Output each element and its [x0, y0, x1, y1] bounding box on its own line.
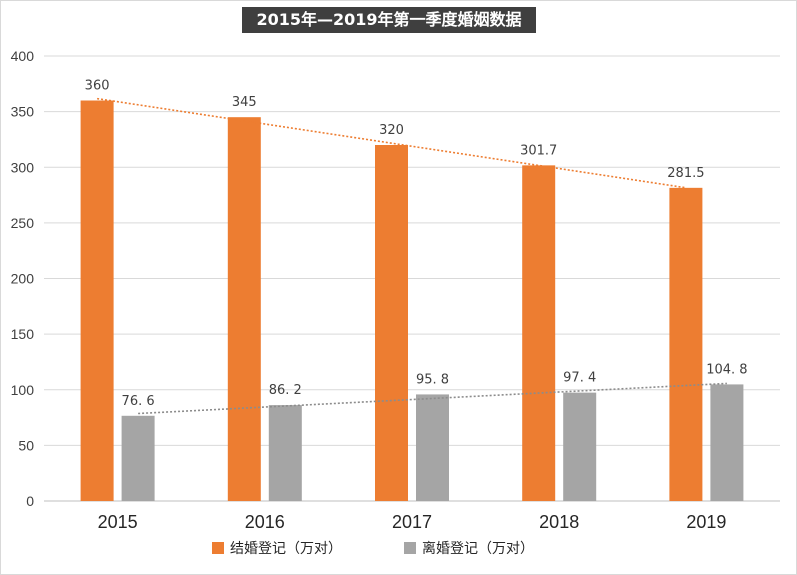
- bars: [80, 100, 744, 502]
- bar: [121, 415, 155, 501]
- x-tick-label: 2015: [98, 512, 138, 532]
- data-label: 104. 8: [706, 362, 747, 377]
- data-label: 95. 8: [416, 372, 449, 387]
- y-tick-label: 100: [11, 382, 35, 398]
- data-label: 320: [379, 123, 404, 138]
- bar: [669, 187, 703, 502]
- trendlines: [96, 97, 727, 415]
- x-tick-label: 2019: [686, 512, 726, 532]
- chart-title: 2015年—2019年第一季度婚姻数据: [242, 7, 536, 33]
- data-label: 281.5: [667, 166, 704, 181]
- data-label: 301.7: [520, 143, 557, 158]
- x-tick-label: 2017: [392, 512, 432, 532]
- legend-label: 结婚登记（万对）: [230, 541, 342, 557]
- y-tick-label: 350: [11, 104, 35, 120]
- x-axis-ticks: 2015 2016 2017 2018 2019: [98, 512, 727, 532]
- bar: [416, 394, 449, 501]
- legend-swatch: [404, 542, 416, 554]
- y-tick-label: 50: [18, 437, 34, 453]
- y-tick-label: 0: [26, 493, 34, 509]
- y-tick-label: 400: [11, 48, 35, 64]
- y-tick-label: 250: [11, 215, 35, 231]
- data-label: 76. 6: [122, 394, 155, 409]
- legend-swatch: [212, 542, 224, 554]
- x-tick-label: 2016: [245, 512, 285, 532]
- bar: [522, 165, 556, 501]
- bar: [80, 100, 114, 501]
- bar: [375, 145, 408, 501]
- data-label: 86. 2: [269, 383, 302, 398]
- trendline: [96, 97, 687, 189]
- y-tick-label: 150: [11, 326, 35, 342]
- y-tick-label: 300: [11, 159, 35, 175]
- data-label: 345: [232, 95, 257, 110]
- bar: [710, 384, 744, 501]
- y-tick-label: 200: [11, 271, 35, 287]
- y-axis-ticks: 0 50 100 150 200 250 300 350 400: [11, 48, 35, 509]
- bar: [227, 117, 261, 501]
- data-label: 97. 4: [563, 371, 596, 386]
- gridlines: [44, 55, 780, 502]
- x-tick-label: 2018: [539, 512, 579, 532]
- legend: 结婚登记（万对） 离婚登记（万对）: [212, 540, 534, 557]
- data-labels: 360 345 320 301.7 281.5 76. 6 86. 2 95. 8 97. 4 1…: [85, 79, 748, 409]
- bar: [563, 392, 597, 501]
- data-label: 360: [85, 79, 110, 94]
- bar: [268, 405, 302, 501]
- legend-label: 离婚登记（万对）: [422, 540, 534, 557]
